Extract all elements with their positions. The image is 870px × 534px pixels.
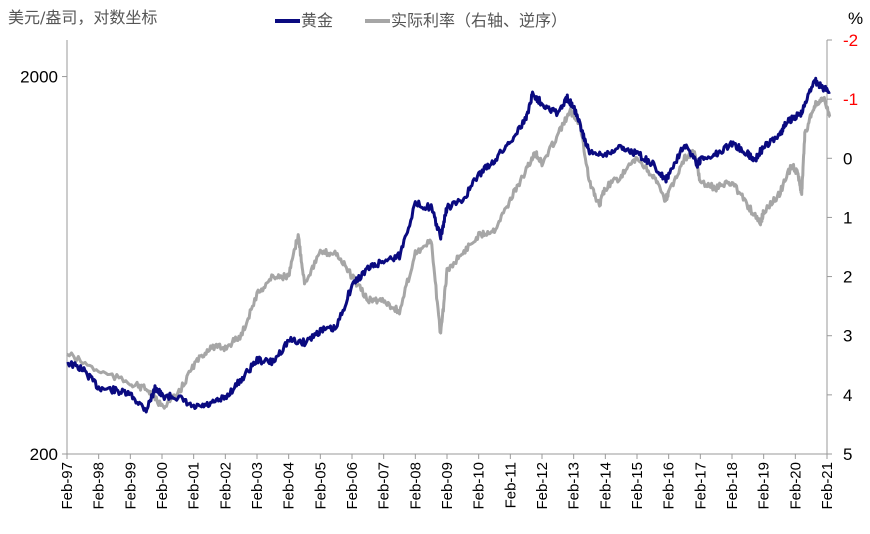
left-axis-unit-label: 美元/盎司，对数坐标: [8, 8, 157, 27]
x-tick-label: Feb-06: [344, 462, 361, 510]
right-tick-label: 3: [843, 327, 852, 346]
x-tick-label: Feb-04: [281, 462, 298, 510]
x-tick-label: Feb-18: [724, 462, 741, 510]
x-tick-label: Feb-19: [756, 462, 773, 510]
right-tick-label: -2: [843, 31, 858, 50]
right-tick-label: 4: [843, 386, 852, 405]
left-tick-label: 200: [30, 445, 58, 464]
real-rate-line: [66, 95, 832, 410]
legend-label-gold: 黄金: [301, 11, 333, 30]
x-tick-label: Feb-99: [122, 462, 139, 510]
x-tick-label: Feb-00: [154, 462, 171, 510]
x-tick-label: Feb-13: [566, 462, 583, 510]
x-tick-label: Feb-01: [186, 462, 203, 510]
x-tick-label: Feb-12: [534, 462, 551, 510]
right-tick-label: 1: [843, 208, 852, 227]
right-axis-unit-label: %: [848, 9, 863, 28]
legend: 黄金 实际利率（右轴、逆序）: [275, 11, 567, 30]
x-tick-label: Feb-08: [407, 462, 424, 510]
x-tick-label: Feb-09: [439, 462, 456, 510]
x-tick-label: Feb-15: [629, 462, 646, 510]
x-tick-label: Feb-07: [376, 462, 393, 510]
x-tick-label: Feb-16: [661, 462, 678, 510]
x-tick-label: Feb-02: [217, 462, 234, 510]
x-tick-label: Feb-14: [597, 462, 614, 510]
right-tick-label: 5: [843, 445, 852, 464]
x-tick-label: Feb-10: [471, 462, 488, 510]
gold-price-line: [66, 76, 831, 414]
right-tick-label: 2: [843, 268, 852, 287]
x-tick-label: Feb-11: [502, 462, 519, 508]
x-tick-label: Feb-03: [249, 462, 266, 510]
x-tick-label: Feb-98: [91, 462, 108, 510]
legend-label-real-rate: 实际利率（右轴、逆序）: [391, 11, 567, 30]
left-tick-label: 2000: [20, 68, 58, 87]
x-tick-label: Feb-20: [787, 462, 804, 510]
x-tick-label: Feb-21: [819, 462, 836, 510]
x-tick-label: Feb-05: [312, 462, 329, 510]
right-tick-label: 0: [843, 149, 852, 168]
x-tick-label: Feb-97: [59, 462, 76, 510]
right-tick-label: -1: [843, 90, 858, 109]
x-tick-label: Feb-17: [692, 462, 709, 510]
